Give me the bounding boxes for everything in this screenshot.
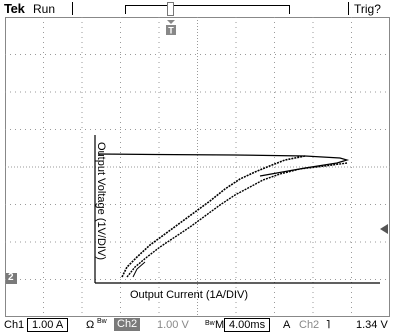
ch1-label: Ch1 — [4, 319, 25, 331]
record-length-bracket — [125, 5, 290, 14]
trigger-status: Trig? — [354, 2, 381, 16]
acquisition-status: Run — [33, 2, 56, 16]
x-axis-label: Output Current (1A/DIV) — [130, 289, 248, 301]
ch2-ground-marker[interactable]: 2 — [6, 272, 17, 284]
trace-tail — [132, 261, 146, 278]
brand-logo: Tek — [4, 1, 25, 16]
ch1-units: Ω — [86, 319, 95, 331]
ch2-label[interactable]: Ch2 — [114, 318, 141, 331]
divider — [348, 2, 349, 15]
trigger-mode: A — [283, 319, 291, 331]
trace-flat-segment — [97, 153, 350, 177]
ch2-scale: 1.00 V — [157, 319, 189, 331]
trigger-position-icon[interactable]: T — [166, 20, 176, 36]
timebase-readout[interactable]: 4.00ms — [224, 318, 271, 332]
trigger-source: Ch2 — [299, 319, 320, 331]
divider — [72, 2, 73, 15]
ch1-bandwidth: Bw — [97, 318, 107, 325]
y-axis-label: Output Voltage (1V/DIV) — [95, 141, 107, 260]
timebase-prefix: M — [215, 319, 225, 331]
xy-trace-display — [94, 135, 380, 284]
trace-lower-curve — [126, 162, 348, 278]
ch2-bandwidth: Bw — [205, 320, 215, 327]
trace-upper-curve — [121, 155, 306, 278]
trigger-level-icon[interactable] — [380, 224, 388, 234]
svg-text:T: T — [168, 26, 174, 36]
bottom-status-bar: Ch1 1.00 A Ω Bw Ch2 1.00 V Bw M 4.00ms A… — [0, 317, 395, 333]
ch1-scale: 1.00 A — [32, 319, 64, 331]
trigger-level: 1.34 V — [356, 319, 388, 331]
timebase-value: 4.00ms — [229, 319, 266, 331]
record-window-indicator[interactable] — [167, 2, 174, 16]
ground-marker-label: 2 — [8, 272, 14, 283]
ch1-scale-readout[interactable]: 1.00 A — [27, 318, 69, 332]
top-status-bar: Tek Run Trig? — [0, 0, 395, 18]
trigger-slope-icon: ˥ — [326, 319, 331, 331]
